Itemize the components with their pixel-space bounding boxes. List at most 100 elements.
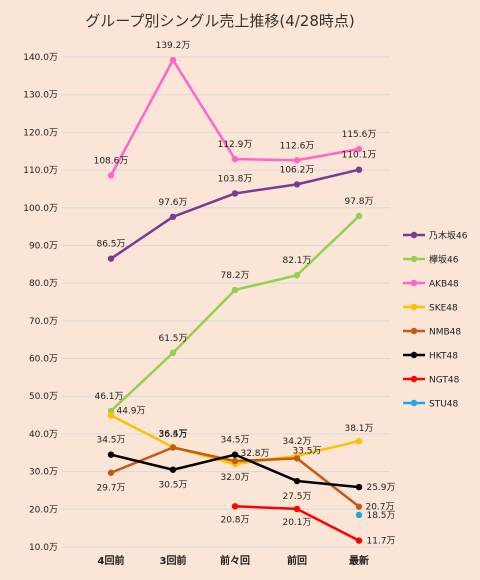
data-label: 30.5万 xyxy=(158,481,187,491)
data-point xyxy=(169,444,177,451)
data-point xyxy=(293,505,301,513)
data-label: 33.5万 xyxy=(292,446,321,456)
data-label: 115.6万 xyxy=(342,130,377,140)
data-point xyxy=(107,172,115,179)
data-label: 110.1万 xyxy=(342,151,377,161)
data-point xyxy=(293,272,301,279)
data-label: 112.9万 xyxy=(218,140,253,150)
data-label: 29.7万 xyxy=(96,484,125,494)
x-tick-label: 前回 xyxy=(287,554,307,567)
legend-swatch-marker xyxy=(410,279,418,287)
y-tick-label: 60.0万 xyxy=(29,355,58,365)
x-tick-label: 4回前 xyxy=(98,554,125,567)
legend-swatch-marker xyxy=(410,351,418,359)
legend-swatch-marker xyxy=(410,327,418,335)
data-label: 86.5万 xyxy=(96,240,125,250)
data-label: 32.8万 xyxy=(240,449,269,459)
legend-label: AKB48 xyxy=(429,280,459,290)
legend-label: STU48 xyxy=(429,400,459,410)
data-point xyxy=(107,412,115,419)
data-label: 61.5万 xyxy=(158,334,187,344)
y-tick-label: 50.0万 xyxy=(29,392,58,402)
y-tick-label: 80.0万 xyxy=(29,279,58,289)
axes: 10.0万 20.0万 30.0万 40.0万 50.0万 60.0万 70.0万 80.0万… xyxy=(23,53,369,567)
data-label: 46.1万 xyxy=(94,392,123,402)
data-point xyxy=(355,145,363,153)
data-labels: 86.5万 97.6万 103.8万 106.2万 110.1万 46.1万 61.5万 78… xyxy=(94,41,396,547)
data-point xyxy=(169,466,177,473)
data-label: 34.5万 xyxy=(96,436,125,446)
data-label: 32.0万 xyxy=(220,473,249,483)
data-point xyxy=(107,255,115,262)
data-label: 25.9万 xyxy=(366,483,395,493)
legend-label: 乃木坂46 xyxy=(429,230,468,242)
chart-title: グループ別シングル売上推移(4/28時点) xyxy=(85,12,355,30)
data-label: 97.6万 xyxy=(158,198,187,208)
data-point xyxy=(293,157,301,164)
data-label: 11.7万 xyxy=(366,537,395,547)
y-tick-label: 100.0万 xyxy=(23,204,58,214)
y-tick-label: 130.0万 xyxy=(23,91,58,101)
y-tick-label: 140.0万 xyxy=(23,53,58,63)
data-point xyxy=(355,511,363,519)
data-label: 20.8万 xyxy=(220,515,249,525)
data-point xyxy=(169,349,177,357)
x-tick-label: 前々回 xyxy=(220,554,250,567)
data-point xyxy=(107,407,115,415)
data-label: 36.5万 xyxy=(158,430,187,440)
data-point xyxy=(231,451,239,458)
data-point xyxy=(231,190,239,197)
y-tick-label: 70.0万 xyxy=(29,317,58,327)
data-label: 36.4万 xyxy=(158,429,187,439)
legend-swatch-marker xyxy=(410,375,418,383)
data-point xyxy=(355,212,363,220)
x-tick-label: 最新 xyxy=(349,554,369,567)
legend-swatch-marker xyxy=(410,303,418,311)
data-point xyxy=(231,457,239,465)
data-point xyxy=(293,477,301,485)
data-label: 27.5万 xyxy=(282,492,311,502)
series xyxy=(107,56,363,544)
data-label: 103.8万 xyxy=(218,174,253,184)
data-label: 34.2万 xyxy=(282,437,311,447)
y-tick-label: 10.0万 xyxy=(29,543,58,553)
data-point xyxy=(293,181,301,188)
y-tick-label: 90.0万 xyxy=(29,241,58,251)
data-point xyxy=(355,503,363,510)
data-label: 112.6万 xyxy=(280,141,315,151)
legend-swatch-marker xyxy=(410,231,418,239)
y-tick-label: 40.0万 xyxy=(29,430,58,440)
legend: 乃木坂46 欅坂46 AKB48 SKE48 NMB48 HKT48 NGT48 STU48 xyxy=(403,230,468,410)
data-point xyxy=(231,155,239,163)
x-tick-label: 3回前 xyxy=(160,554,187,567)
data-label: 82.1万 xyxy=(282,256,311,266)
legend-swatch-marker xyxy=(410,399,418,407)
data-point xyxy=(355,437,363,445)
y-tick-label: 30.0万 xyxy=(29,468,58,478)
legend-label: HKT48 xyxy=(429,352,458,362)
data-label: 38.1万 xyxy=(344,424,373,434)
gridlines xyxy=(62,56,390,548)
data-point xyxy=(293,455,301,462)
legend-swatch-marker xyxy=(410,255,418,263)
data-label: 108.6万 xyxy=(94,156,129,166)
y-tick-label: 20.0万 xyxy=(29,505,58,515)
data-label: 20.1万 xyxy=(282,518,311,528)
y-tick-label: 120.0万 xyxy=(23,128,58,138)
data-label: 97.8万 xyxy=(344,197,373,207)
data-point xyxy=(169,213,177,221)
data-point xyxy=(355,537,363,544)
data-point xyxy=(169,56,177,64)
data-point xyxy=(355,166,363,173)
data-label: 20.7万 xyxy=(365,503,394,513)
legend-label: 欅坂46 xyxy=(429,255,459,266)
data-point xyxy=(355,483,363,491)
data-label: 18.5万 xyxy=(366,511,395,521)
data-label: 78.2万 xyxy=(220,271,249,281)
data-point xyxy=(231,286,239,294)
legend-label: SKE48 xyxy=(429,304,458,314)
data-label: 106.2万 xyxy=(280,165,315,175)
legend-label: NMB48 xyxy=(429,328,461,338)
data-label: 34.5万 xyxy=(220,436,249,446)
